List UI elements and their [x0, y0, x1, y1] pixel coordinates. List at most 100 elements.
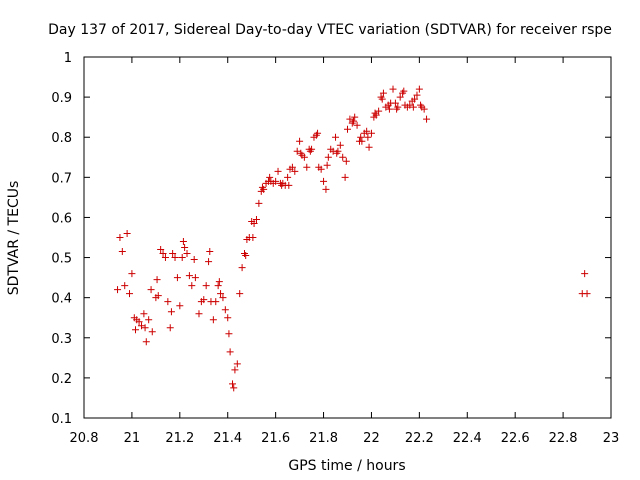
data-point: [249, 234, 257, 241]
data-point: [154, 292, 162, 300]
data-point: [229, 380, 237, 388]
x-axis-tick-labels: 20.8 21 21.2 21.4 21.6 21.8 22 22.2 22.4 22.6 22.8…: [70, 431, 620, 446]
data-point: [365, 143, 373, 151]
data-point: [324, 153, 332, 161]
data-point: [233, 360, 241, 368]
x-tick-label: 22.2: [405, 431, 434, 446]
data-point: [274, 167, 282, 175]
y-tick-label: 0.5: [51, 252, 72, 267]
data-point: [285, 181, 293, 189]
data-point: [212, 298, 220, 306]
data-point: [173, 274, 181, 282]
data-point: [266, 173, 274, 181]
data-point: [394, 103, 402, 111]
x-tick-label: 22.6: [501, 431, 530, 446]
data-point: [188, 282, 196, 290]
data-point: [300, 153, 308, 161]
data-point: [339, 153, 347, 161]
data-point: [332, 133, 340, 141]
data-point: [342, 157, 350, 165]
data-point: [420, 105, 428, 113]
data-point: [167, 308, 175, 316]
data-point: [363, 127, 371, 135]
data-point: [214, 282, 222, 290]
data-point: [303, 163, 311, 171]
data-point: [236, 290, 244, 298]
data-point: [209, 316, 217, 324]
data-point: [341, 173, 349, 181]
y-axis-label: SDTVAR / TECUs: [6, 181, 22, 296]
x-tick-label: 21: [124, 431, 141, 446]
data-point: [320, 177, 328, 185]
y-axis-tick-labels: 0.1 0.2 0.3 0.4 0.5 0.6 0.7 0.8 0.9 1: [51, 51, 72, 427]
data-point: [288, 163, 296, 171]
data-point: [367, 129, 375, 137]
data-point: [423, 115, 431, 123]
y-tick-label: 0.9: [51, 91, 72, 106]
data-point: [121, 282, 129, 290]
x-tick-label: 21.4: [213, 431, 242, 446]
y-tick-label: 0.3: [51, 332, 72, 347]
y-tick-label: 0.4: [51, 292, 72, 307]
data-point: [379, 89, 387, 97]
x-tick-label: 23: [603, 431, 620, 446]
data-points: [114, 85, 591, 392]
data-point: [215, 278, 223, 286]
data-point: [221, 306, 229, 314]
data-point: [391, 99, 399, 107]
data-point: [132, 326, 140, 334]
data-point: [142, 338, 150, 346]
data-point: [334, 147, 342, 155]
y-tick-label: 0.7: [51, 171, 72, 186]
data-point: [176, 302, 184, 310]
data-point: [116, 234, 124, 241]
data-point: [195, 310, 203, 318]
data-point: [358, 137, 366, 145]
data-point: [190, 256, 198, 264]
y-axis-ticks: [84, 56, 611, 419]
data-point: [230, 384, 238, 392]
data-point: [322, 185, 330, 193]
data-point: [118, 248, 126, 256]
data-point: [161, 254, 169, 262]
data-point: [317, 165, 325, 173]
data-point: [166, 324, 174, 332]
data-point: [181, 244, 189, 252]
data-point: [206, 248, 214, 256]
data-point: [191, 274, 199, 282]
x-axis-label: GPS time / hours: [288, 458, 405, 474]
data-point: [375, 107, 383, 115]
data-point: [169, 250, 177, 258]
data-point: [157, 246, 165, 254]
data-point: [364, 133, 372, 141]
data-point: [145, 316, 153, 324]
data-point: [231, 366, 239, 374]
data-point: [336, 141, 344, 149]
data-point: [114, 286, 122, 294]
data-point: [583, 290, 591, 298]
data-point: [284, 173, 292, 181]
data-point: [353, 121, 361, 129]
data-point: [396, 93, 404, 101]
data-point: [135, 318, 143, 326]
data-point: [291, 167, 299, 175]
y-tick-label: 0.6: [51, 211, 72, 226]
data-point: [413, 91, 421, 99]
data-point: [178, 254, 186, 262]
data-point: [250, 219, 258, 227]
y-tick-label: 1: [64, 51, 72, 66]
x-tick-label: 21.2: [165, 431, 194, 446]
data-point: [137, 322, 145, 330]
plot-frame: [83, 56, 612, 419]
data-point: [126, 290, 134, 298]
data-point: [409, 103, 417, 111]
x-tick-label: 22.4: [453, 431, 482, 446]
data-point: [205, 258, 213, 266]
data-point: [323, 161, 331, 169]
y-tick-label: 0.8: [51, 131, 72, 146]
x-tick-label: 22.8: [549, 431, 578, 446]
data-point: [293, 147, 301, 155]
plot-border: [83, 56, 612, 419]
x-tick-label: 22: [363, 431, 380, 446]
chart-title: Day 137 of 2017, Sidereal Day-to-day VTE…: [48, 22, 612, 38]
